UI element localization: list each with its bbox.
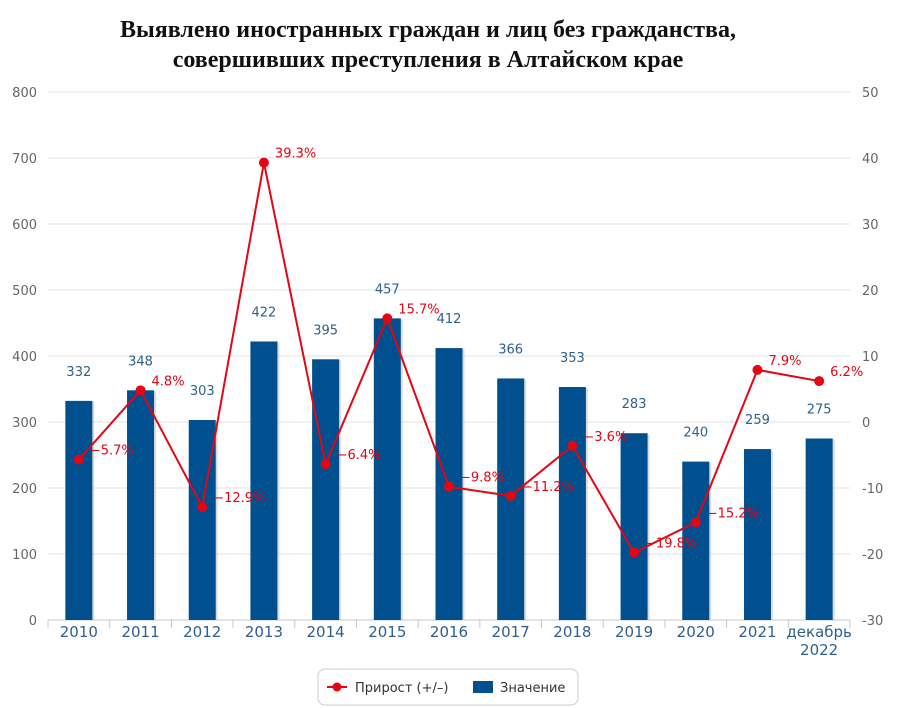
- bar-value-label: 366: [498, 342, 523, 357]
- left-y-axis: 0 100 200 300 400 500 600 700 800: [12, 86, 37, 629]
- growth-point: [814, 376, 825, 387]
- left-tick-label: 200: [12, 482, 37, 497]
- x-axis: 2010 2011 2012 2013 2014 2015 2016 2017 2018 2019…: [47, 620, 852, 659]
- legend-item-growth[interactable]: Прирост (+/–): [327, 681, 448, 696]
- chart-title-line-2: совершивших преступления в Алтайском кра…: [173, 47, 684, 73]
- bar: [682, 461, 710, 620]
- x-category-label: 2010: [60, 623, 98, 641]
- right-tick-label: 40: [862, 152, 879, 167]
- growth-value-label: 15.7%: [398, 302, 439, 317]
- bar: [65, 400, 93, 620]
- growth-point: [444, 481, 454, 492]
- growth-value-label: −6.4%: [337, 448, 381, 463]
- legend-box: [317, 668, 579, 706]
- left-tick-label: 800: [12, 86, 37, 101]
- right-tick-label: -20: [862, 548, 883, 563]
- growth-value-label: 6.2%: [830, 365, 863, 380]
- growth-point: [752, 364, 763, 375]
- growth-point: [690, 517, 701, 528]
- bar: [558, 387, 586, 620]
- legend-bar-swatch: [473, 681, 493, 693]
- x-category-label: 2015: [368, 623, 406, 641]
- bar: [373, 318, 401, 620]
- x-category-label: 2020: [677, 623, 715, 641]
- growth-point: [567, 440, 578, 451]
- growth-value-label: −15.2%: [707, 506, 759, 521]
- bar: [620, 433, 648, 620]
- bar-value-label: 348: [128, 354, 153, 369]
- left-tick-label: 100: [12, 548, 37, 563]
- growth-value-label: −12.9%: [213, 491, 265, 506]
- chart-title-line-1: Выявлено иностранных граждан и лиц без г…: [120, 17, 736, 43]
- bar-value-label: 283: [622, 397, 647, 412]
- bar: [312, 359, 340, 620]
- x-category-label: 2013: [245, 623, 283, 641]
- growth-value-label: −11.2%: [522, 480, 574, 495]
- growth-point: [135, 385, 146, 396]
- right-tick-label: 20: [862, 284, 879, 299]
- growth-point: [73, 454, 84, 465]
- growth-point: [505, 490, 516, 501]
- growth-value-label: 7.9%: [768, 354, 801, 369]
- left-tick-label: 400: [12, 350, 37, 365]
- x-category-label: декабрь: [786, 623, 851, 641]
- bar-value-label: 457: [375, 282, 400, 297]
- bar-value-label: 395: [313, 323, 338, 338]
- bar-value-label: 422: [252, 305, 277, 320]
- line-series: −5.7% 4.8% −12.9% 39.3% −6.4% 15.7% −9.8% −11.2…: [73, 147, 863, 558]
- bar: [127, 390, 155, 620]
- bar: [805, 438, 833, 620]
- right-tick-label: -10: [862, 482, 883, 497]
- x-category-label: 2022: [800, 641, 838, 659]
- left-tick-label: 0: [29, 614, 37, 629]
- x-category-label: 2018: [553, 623, 591, 641]
- growth-value-label: −3.6%: [583, 430, 627, 445]
- left-tick-label: 500: [12, 284, 37, 299]
- bar-value-label: 259: [745, 413, 770, 428]
- legend-label-value: Значение: [500, 681, 565, 696]
- bar-value-label: 240: [683, 426, 708, 441]
- bar-value-label: 303: [190, 384, 215, 399]
- x-category-label: 2019: [615, 623, 653, 641]
- left-tick-label: 700: [12, 152, 37, 167]
- left-tick-label: 300: [12, 416, 37, 431]
- right-tick-label: 0: [862, 416, 870, 431]
- x-category-label: 2011: [121, 623, 159, 641]
- legend-label-growth: Прирост (+/–): [355, 681, 448, 696]
- bar-value-label: 353: [560, 351, 585, 366]
- bar-value-label: 275: [807, 403, 832, 418]
- legend-item-value[interactable]: Значение: [473, 681, 565, 696]
- left-tick-label: 600: [12, 218, 37, 233]
- growth-point: [629, 547, 640, 558]
- bar-value-label: 412: [437, 312, 462, 327]
- bar: [250, 341, 278, 620]
- right-tick-label: 50: [862, 86, 879, 101]
- legend: Прирост (+/–) Значение: [317, 668, 579, 706]
- chart-title: Выявлено иностранных граждан и лиц без г…: [120, 17, 736, 73]
- bar: [743, 449, 771, 620]
- growth-value-label: −9.8%: [460, 471, 504, 486]
- growth-value-label: −19.8%: [645, 537, 697, 552]
- right-tick-label: 30: [862, 218, 879, 233]
- growth-point: [382, 313, 393, 324]
- right-y-axis: -30 -20 -10 0 10 20 30 40 50: [862, 86, 883, 629]
- bar-value-label: 332: [66, 365, 91, 380]
- growth-value-label: 4.8%: [152, 374, 185, 389]
- growth-value-label: −5.7%: [90, 444, 134, 459]
- growth-value-label: 39.3%: [275, 147, 316, 162]
- right-tick-label: -30: [862, 614, 883, 629]
- right-tick-label: 10: [862, 350, 879, 365]
- growth-point: [258, 157, 269, 168]
- growth-point: [320, 459, 331, 470]
- x-category-label: 2017: [492, 623, 530, 641]
- bar-series: 332 348 303 422 395 457 412 366 353 283 240 259 275: [65, 282, 835, 620]
- x-category-label: 2014: [307, 623, 345, 641]
- x-category-label: 2012: [183, 623, 221, 641]
- x-category-label: 2016: [430, 623, 468, 641]
- x-category-label: 2021: [738, 623, 776, 641]
- legend-line-marker: [332, 682, 342, 692]
- growth-point: [197, 502, 208, 513]
